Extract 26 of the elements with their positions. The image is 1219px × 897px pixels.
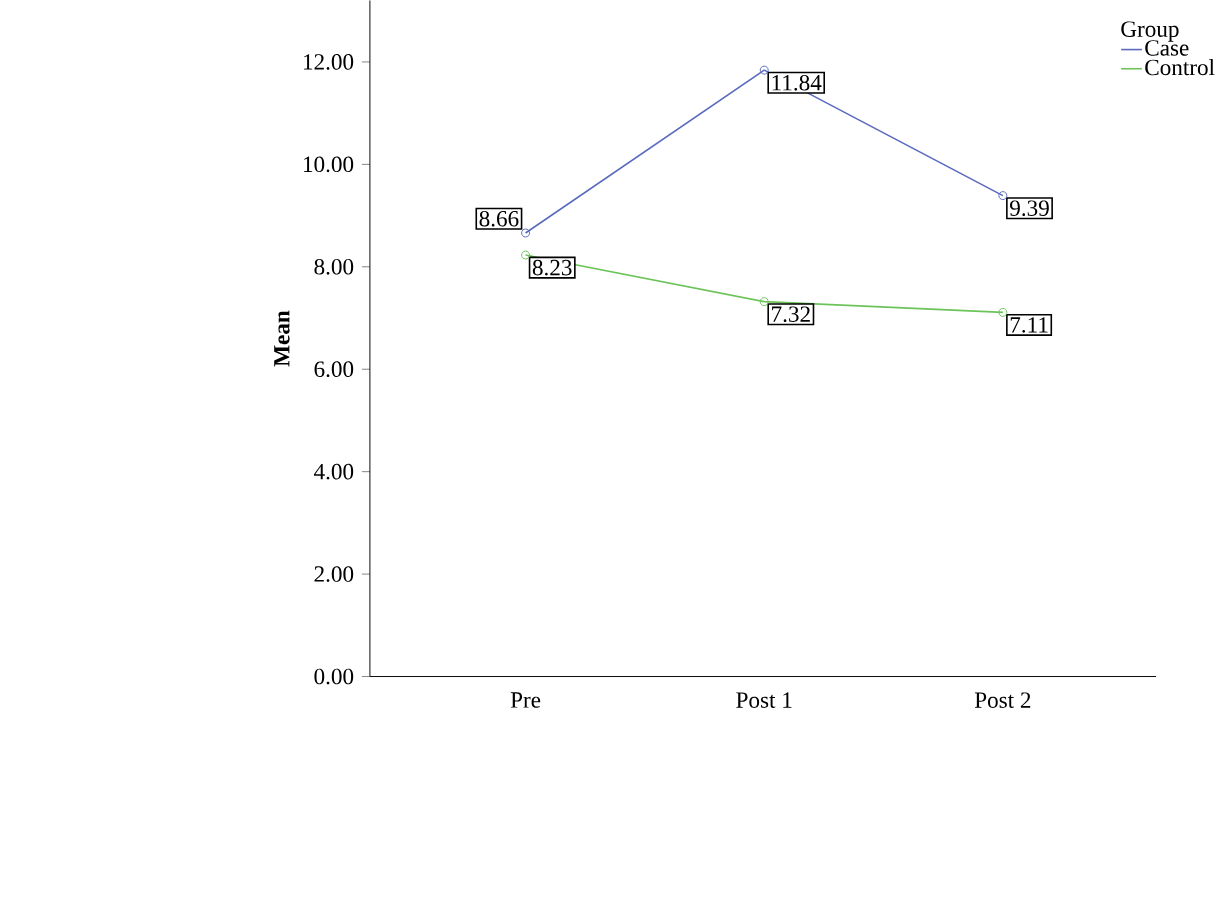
data-label: 8.66: [479, 211, 519, 227]
point: [521, 228, 531, 238]
data-label: 7.11: [1010, 317, 1048, 333]
legend-label: Control: [1145, 59, 1215, 76]
y-tick-label: 12.00: [304, 54, 354, 70]
y-tick-label: 2.00: [314, 566, 354, 583]
legend-title: Group: [1121, 21, 1179, 42]
y-tick-label: 4.00: [314, 463, 354, 480]
legend-label: Case: [1145, 40, 1189, 56]
data-label: 9.39: [1010, 200, 1049, 217]
point: [759, 65, 769, 75]
y-tick-label: 8.00: [314, 259, 354, 275]
y-axis-title: Mean: [274, 310, 290, 367]
y-tick-label: 10.00: [304, 156, 354, 173]
y-tick-label: 6.00: [314, 361, 354, 378]
x-tick-label: Pre: [510, 692, 541, 708]
point: [998, 308, 1008, 317]
y-tick-label: 0.00: [314, 668, 354, 685]
data-label: 11.84: [772, 75, 822, 91]
x-tick-label: Post 1: [736, 692, 792, 709]
x-tick-label: Post 2: [974, 692, 1031, 709]
point: [759, 297, 769, 307]
data-label: 7.32: [772, 306, 810, 323]
data-label: 8.23: [532, 259, 572, 276]
point: [998, 191, 1008, 201]
point: [521, 250, 531, 260]
